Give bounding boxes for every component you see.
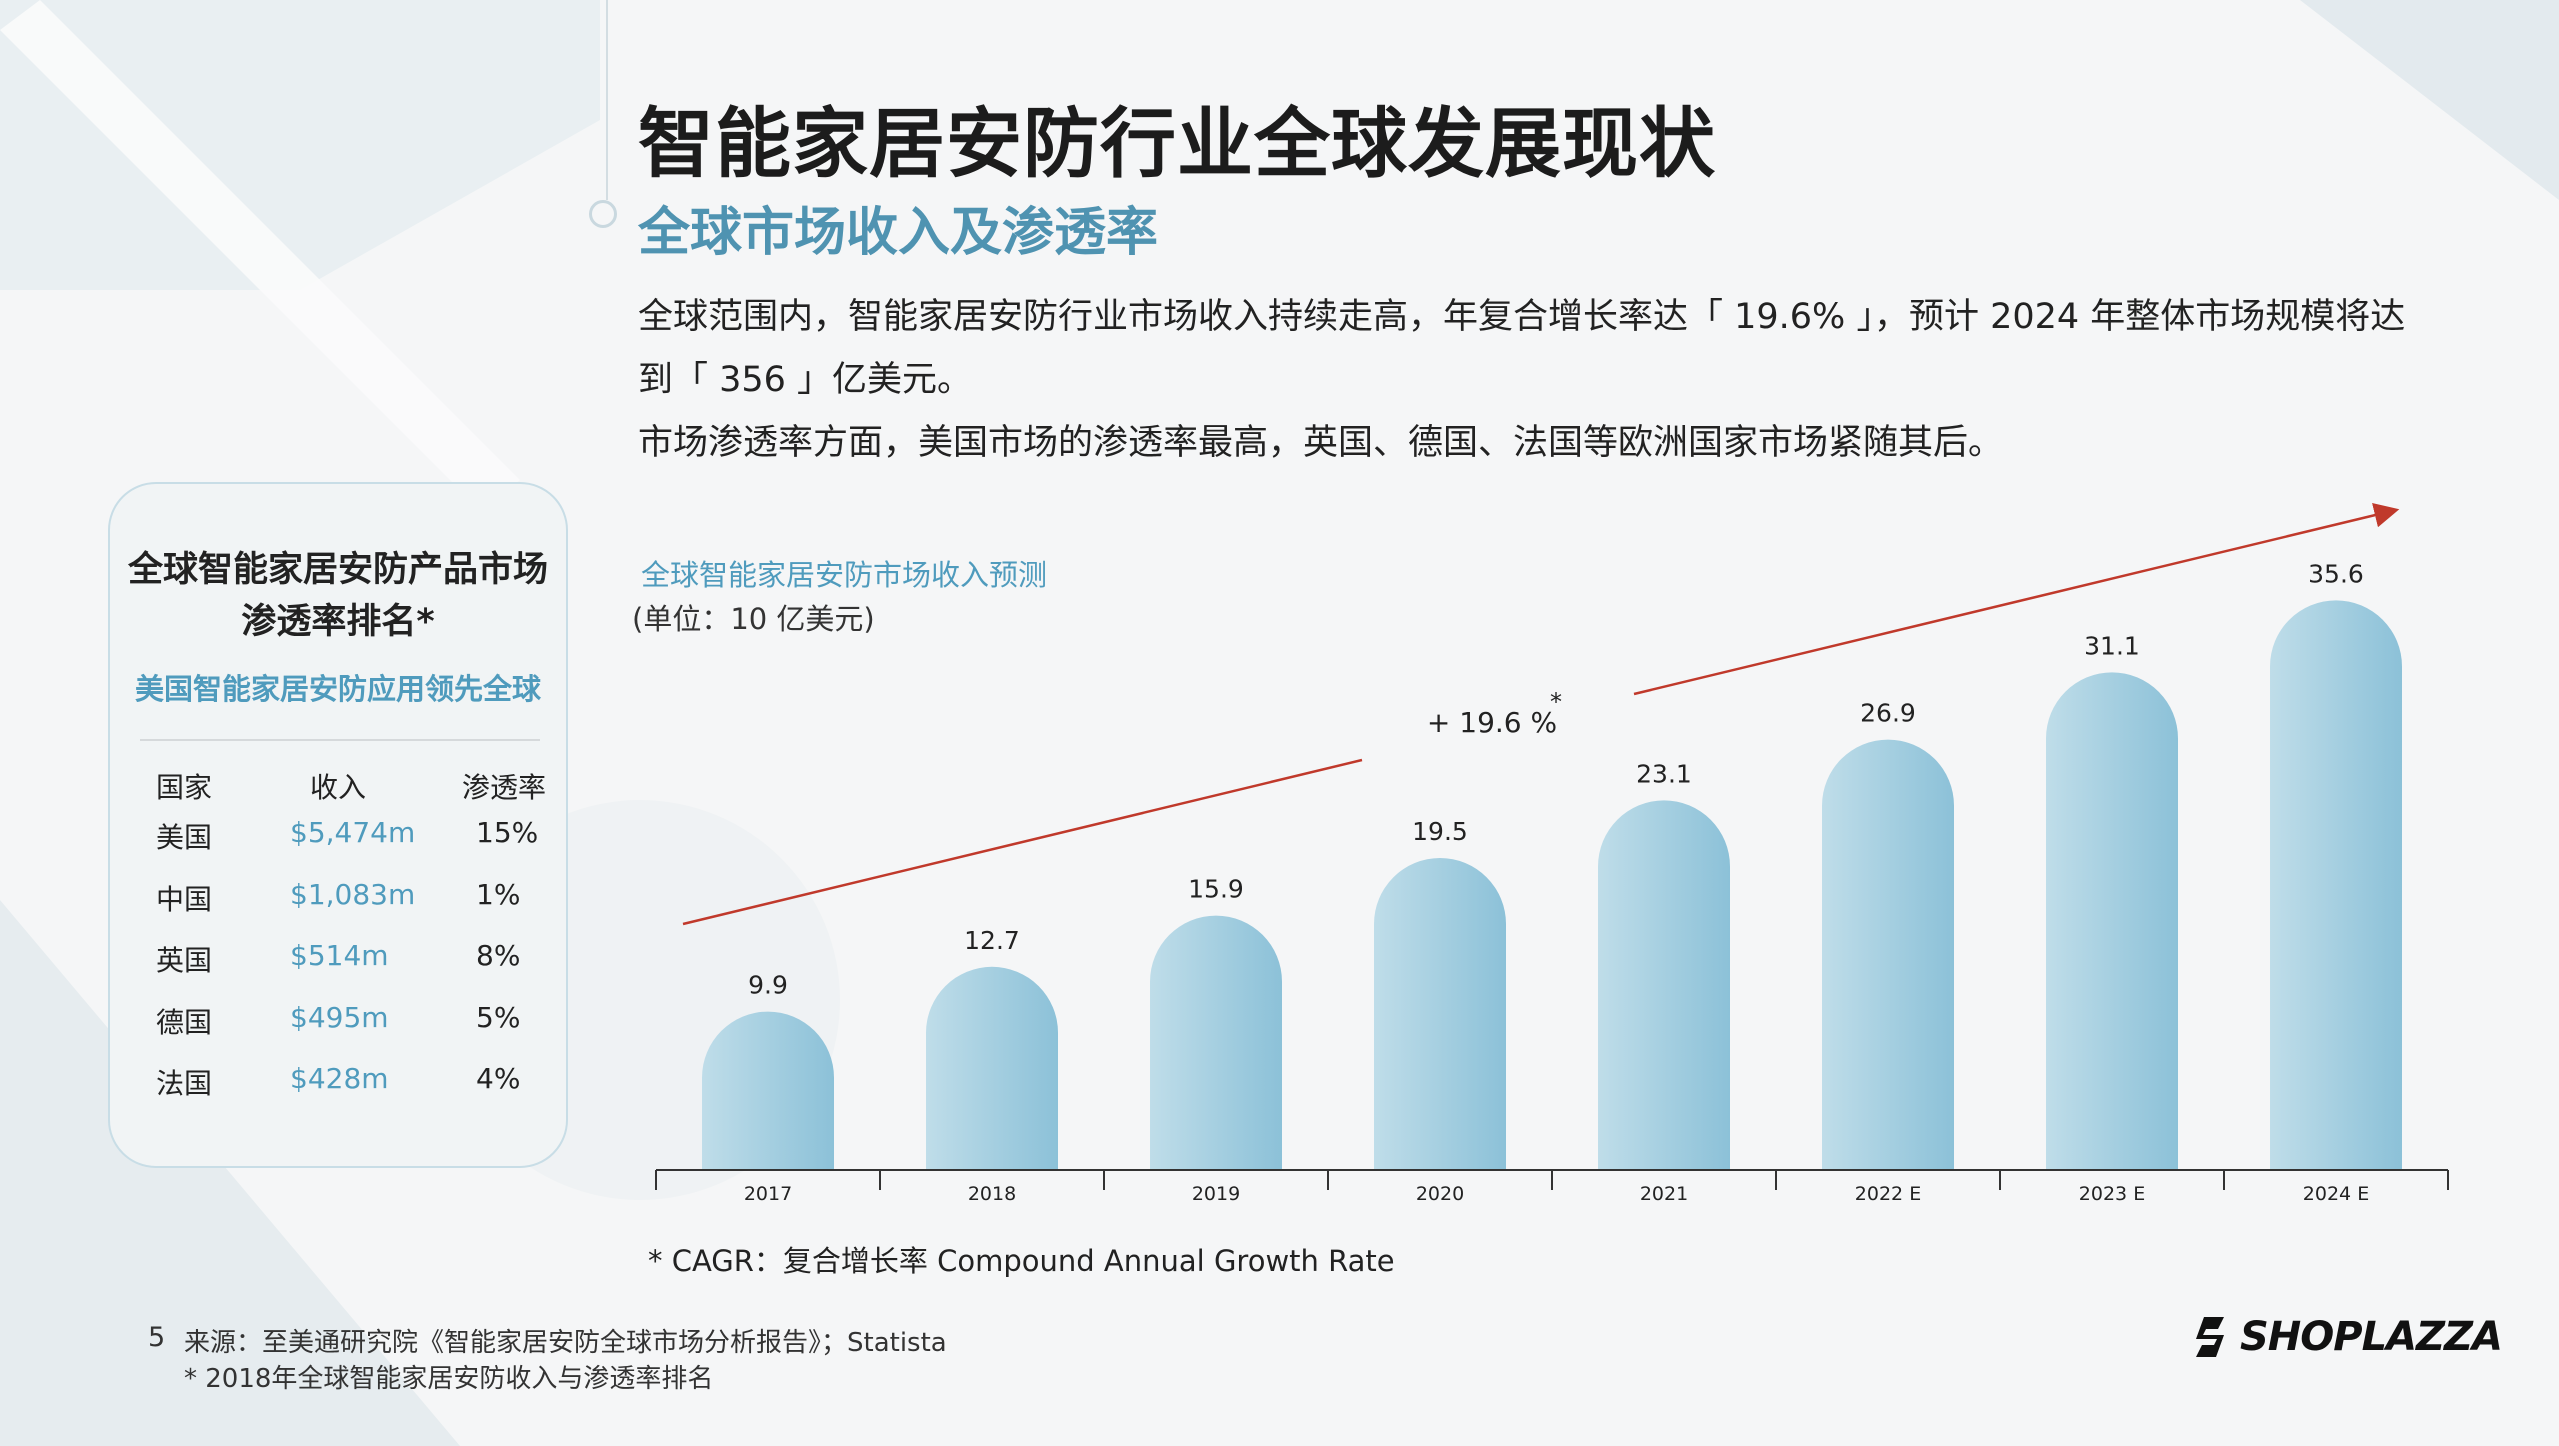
- x-tick-label: 2019: [1192, 1183, 1240, 1205]
- revenue-cell: $495m: [290, 1001, 389, 1034]
- ranking-card: 全球智能家居安防产品市场 渗透率排名* 美国智能家居安防应用领先全球 国家 收入…: [108, 482, 568, 1168]
- bar-2024-e: [2270, 600, 2402, 1170]
- bar-2021: [1598, 800, 1730, 1170]
- trend-line-segment-1: [682, 758, 1363, 926]
- ranking-card-title-line-2: 渗透率排名*: [241, 602, 435, 642]
- shoplazza-logo-icon: [2196, 1317, 2224, 1357]
- shoplazza-logo: SHOPLAZZA: [2194, 1312, 2503, 1362]
- title-accent-dot: [589, 200, 617, 228]
- cagr-footnote: * CAGR：复合增长率 Compound Annual Growth Rate: [648, 1244, 1395, 1278]
- table-row: 德国 $495m 5%: [110, 1001, 566, 1041]
- bar-value-label: 26.9: [1860, 699, 1916, 728]
- bar-value-label: 31.1: [2084, 631, 2140, 660]
- country-cell: 德国: [156, 1006, 213, 1039]
- ranking-card-title-line-1: 全球智能家居安防产品市场: [127, 550, 548, 590]
- header-penetration: 渗透率: [462, 771, 547, 804]
- x-tick-label: 2021: [1640, 1183, 1688, 1205]
- x-tick-label: 2018: [968, 1183, 1016, 1205]
- penetration-cell: 4%: [476, 1062, 521, 1095]
- table-row: 英国 $514m 8%: [110, 939, 566, 979]
- x-tick-label: 2020: [1416, 1183, 1464, 1205]
- header-revenue: 收入: [310, 771, 367, 804]
- bar-value-label: 12.7: [964, 926, 1020, 955]
- description-paragraph-2: 市场渗透率方面，美国市场的渗透率最高，英国、德国、法国等欧洲国家市场紧随其后。: [638, 423, 2004, 463]
- penetration-cell: 1%: [476, 878, 521, 911]
- ranking-card-title: 全球智能家居安防产品市场 渗透率排名*: [110, 544, 566, 648]
- header-country: 国家: [156, 771, 213, 804]
- revenue-cell: $514m: [290, 939, 389, 972]
- bar-value-label: 19.5: [1412, 817, 1468, 846]
- shoplazza-logo-text: SHOPLAZZA: [2240, 1314, 2503, 1360]
- ranking-table-header: 国家 收入 渗透率: [110, 766, 566, 806]
- bar-value-label: 35.6: [2308, 559, 2364, 588]
- bar-2022-e: [1822, 739, 1954, 1170]
- country-cell: 美国: [156, 821, 213, 854]
- x-tick-label: 2024 E: [2303, 1183, 2369, 1205]
- bar-value-label: 9.9: [748, 971, 788, 1000]
- x-tick-label: 2017: [744, 1183, 792, 1205]
- table-row: 中国 $1,083m 1%: [110, 878, 566, 918]
- bar-2023-e: [2046, 672, 2178, 1170]
- bar-2017: [702, 1011, 834, 1170]
- cagr-annotation: + 19.6 %: [1427, 706, 1557, 739]
- penetration-cell: 8%: [476, 939, 521, 972]
- page-subtitle: 全球市场收入及渗透率: [638, 203, 1159, 263]
- x-tick-label: 2022 E: [1855, 1183, 1921, 1205]
- revenue-cell: $5,474m: [290, 816, 416, 849]
- ranking-card-divider: [140, 739, 540, 741]
- ranking-card-subtitle: 美国智能家居安防应用领先全球: [134, 672, 541, 706]
- country-cell: 中国: [156, 883, 213, 916]
- penetration-cell: 15%: [476, 816, 539, 849]
- chart-unit-label: (单位：10 亿美元): [632, 602, 875, 636]
- bar-2020: [1374, 858, 1506, 1170]
- page-number: 5: [148, 1322, 166, 1353]
- source-footnote: * 2018年全球智能家居安防收入与渗透率排名: [184, 1364, 714, 1394]
- cagr-annotation-asterisk: *: [1550, 688, 1562, 716]
- revenue-cell: $428m: [290, 1062, 389, 1095]
- chart-title: 全球智能家居安防市场收入预测: [641, 558, 1048, 592]
- revenue-cell: $1,083m: [290, 878, 416, 911]
- bar-2019: [1150, 915, 1282, 1170]
- page-title: 智能家居安防行业全球发展现状: [638, 99, 1716, 188]
- description-paragraph-1: 全球范围内，智能家居安防行业市场收入持续走高，年复合增长率达「 19.6% 」，…: [638, 297, 2406, 400]
- bar-value-label: 15.9: [1188, 875, 1244, 904]
- country-cell: 英国: [156, 944, 213, 977]
- source-citation: 来源：至美通研究院《智能家居安防全球市场分析报告》；Statista: [184, 1328, 947, 1358]
- country-cell: 法国: [156, 1067, 213, 1100]
- penetration-cell: 5%: [476, 1001, 521, 1034]
- title-accent-line: [606, 0, 608, 200]
- trend-arrow: [1633, 502, 2400, 696]
- table-row: 美国 $5,474m 15%: [110, 816, 566, 856]
- description: 全球范围内，智能家居安防行业市场收入持续走高，年复合增长率达「 19.6% 」，…: [638, 286, 2438, 475]
- bar-value-label: 23.1: [1636, 759, 1692, 788]
- table-row: 法国 $428m 4%: [110, 1062, 566, 1102]
- bar-2018: [926, 966, 1058, 1170]
- x-tick-label: 2023 E: [2079, 1183, 2145, 1205]
